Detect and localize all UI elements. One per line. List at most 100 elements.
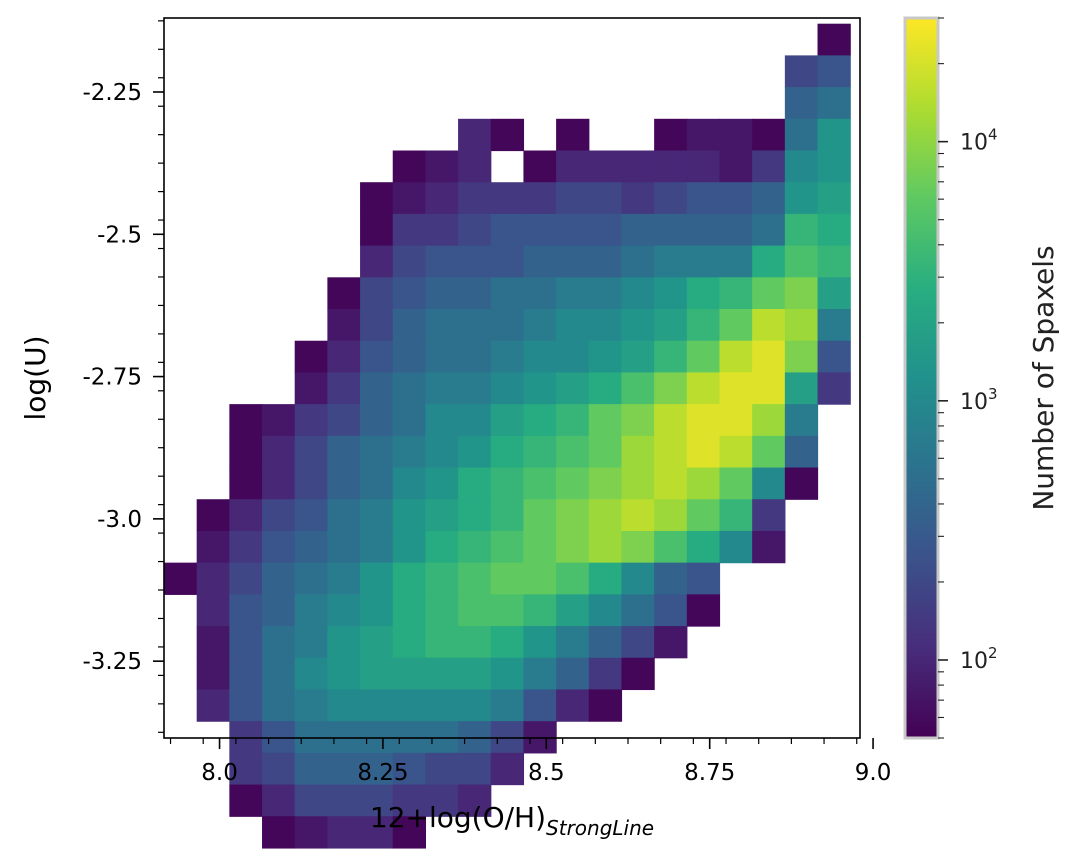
heatmap-cell — [229, 435, 263, 469]
heatmap-cell — [490, 245, 525, 278]
heatmap-cell — [196, 657, 230, 691]
heatmap-cell — [294, 530, 328, 564]
heatmap-cell — [360, 309, 394, 342]
heatmap-cell — [719, 309, 753, 342]
heatmap-cell — [229, 404, 263, 437]
heatmap-cell — [392, 562, 427, 595]
colorbar-title: Number of Spaxels — [1027, 245, 1060, 510]
heatmap-cell — [262, 626, 296, 659]
heatmap-cell — [392, 530, 427, 564]
heatmap-cell — [686, 245, 721, 278]
heatmap-cell — [425, 499, 459, 532]
heatmap-cell — [392, 372, 427, 405]
heatmap-cell — [556, 245, 590, 278]
heatmap-cell — [556, 277, 590, 310]
heatmap-cell — [523, 150, 557, 183]
heatmap-cell — [588, 340, 623, 374]
heatmap-cell — [294, 784, 328, 817]
heatmap-cell — [392, 182, 427, 215]
heatmap-cell — [719, 150, 753, 183]
heatmap-cell — [229, 562, 263, 595]
heatmap-cell — [458, 404, 492, 437]
heatmap-cell — [686, 277, 721, 310]
heatmap-cell — [392, 816, 427, 849]
heatmap-cell — [556, 404, 590, 437]
heatmap-cell — [523, 213, 557, 247]
heatmap-cell — [621, 530, 655, 564]
heatmap-cell — [425, 213, 459, 247]
y-tick-label: -2.25 — [82, 80, 142, 106]
heatmap-cell — [229, 626, 263, 659]
heatmap-cell — [196, 689, 230, 722]
heatmap-cell — [719, 404, 753, 437]
heatmap-cell — [556, 689, 590, 722]
heatmap-cell — [392, 499, 427, 532]
heatmap-cell — [360, 626, 394, 659]
heatmap-cell — [360, 435, 394, 469]
heatmap-cell — [294, 499, 328, 532]
heatmap-cell — [458, 562, 492, 595]
heatmap-cell — [784, 182, 819, 215]
heatmap-cell — [523, 689, 557, 722]
heatmap-cell — [360, 182, 394, 215]
heatmap-cell — [327, 530, 361, 564]
heatmap-cell — [458, 467, 492, 500]
heatmap-cell — [392, 309, 427, 342]
y-tick-label: -3.0 — [97, 507, 142, 533]
heatmap-cell — [392, 213, 427, 247]
heatmap-cell — [458, 657, 492, 691]
heatmap-cell — [458, 372, 492, 405]
heatmap-cell — [294, 467, 328, 500]
heatmap-cell — [588, 150, 623, 183]
heatmap-cell — [719, 277, 753, 310]
heatmap-cell — [294, 689, 328, 722]
x-axis-title-subscript: StrongLine — [546, 816, 654, 840]
heatmap-cell — [523, 435, 557, 469]
heatmap-cell — [654, 372, 688, 405]
heatmap-cell — [588, 562, 623, 595]
heatmap-cell — [523, 277, 557, 310]
heatmap-cell — [392, 467, 427, 500]
x-axis: 8.0 8.25 8.5 8.75 9.0 — [169, 738, 892, 786]
heatmap-cell — [458, 689, 492, 722]
heatmap-cell — [556, 118, 590, 152]
heatmap-cell — [229, 594, 263, 627]
heatmap-cell — [392, 277, 427, 310]
heatmap-cell — [262, 435, 296, 469]
heatmap-cell — [327, 657, 361, 691]
heatmap-cell — [556, 150, 590, 183]
heatmap-cell — [719, 182, 753, 215]
heatmap-cell — [262, 499, 296, 532]
heatmap-cell — [588, 467, 623, 500]
heatmap-cell — [523, 626, 557, 659]
heatmap-cell — [327, 435, 361, 469]
heatmap-cell — [686, 594, 721, 627]
heatmap-cell — [294, 816, 328, 849]
heatmap-cell — [556, 594, 590, 627]
heatmap-cell — [490, 594, 525, 627]
heatmap-cell — [294, 752, 328, 786]
heatmap-cell — [360, 530, 394, 564]
heatmap-cell — [621, 309, 655, 342]
heatmap-cell — [327, 499, 361, 532]
heatmap-cell — [490, 752, 525, 786]
heatmap-cell — [719, 118, 753, 152]
x-tick-label: 9.0 — [855, 760, 892, 786]
heatmap-cell — [654, 182, 688, 215]
heatmap-cell — [294, 657, 328, 691]
heatmap-cell — [621, 594, 655, 627]
heatmap-cell — [784, 404, 819, 437]
colorbar — [903, 16, 940, 740]
heatmap-cell — [523, 530, 557, 564]
heatmap-cell — [752, 277, 786, 310]
heatmap-cell — [686, 562, 721, 595]
heatmap-cell — [686, 404, 721, 437]
heatmap-cell — [262, 816, 296, 849]
heatmap-cell — [556, 562, 590, 595]
heatmap-cell — [654, 340, 688, 374]
heatmap-cell — [262, 752, 296, 786]
heatmap-cell — [360, 689, 394, 722]
heatmap-cell — [327, 404, 361, 437]
heatmap-cell — [360, 499, 394, 532]
heatmap-cell — [229, 689, 263, 722]
